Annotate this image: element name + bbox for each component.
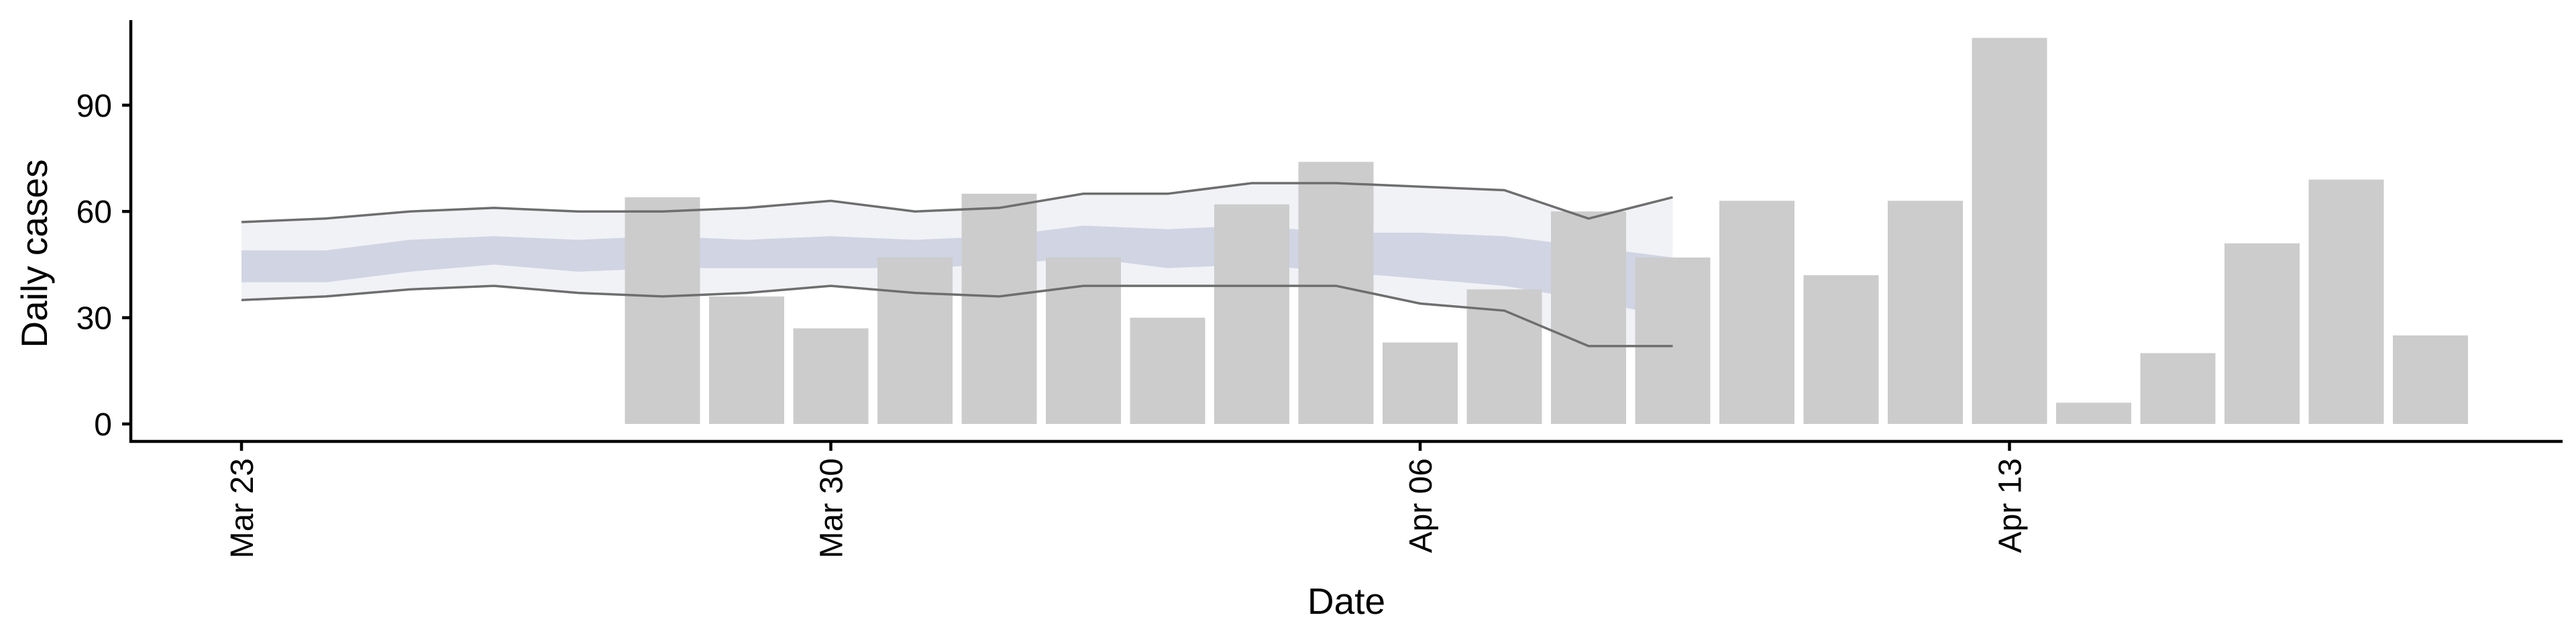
y-tick-label: 0 (94, 407, 112, 443)
case-bar (1972, 38, 2047, 425)
y-tick-label: 30 (76, 301, 112, 337)
case-bar (793, 328, 869, 424)
case-bar (1214, 204, 1289, 424)
case-bar (709, 296, 784, 424)
axes (129, 20, 2563, 443)
case-bar (1719, 201, 1794, 424)
y-tick-label: 90 (76, 89, 112, 124)
x-tick-label: Apr 06 (1403, 458, 1439, 553)
case-bar (1298, 162, 1374, 424)
estimate-bands (241, 182, 1673, 346)
case-bar (1130, 317, 1205, 424)
case-bar (1888, 201, 1963, 424)
y-tick-label: 60 (76, 195, 112, 230)
case-bars (625, 38, 2468, 425)
case-bar (1046, 257, 1121, 424)
x-axis-title: Date (1307, 580, 1385, 622)
upper-bound-line (241, 182, 1673, 223)
x-axis-ticks: Mar 23 Mar 30 Apr 06 Apr 13 (225, 441, 2029, 558)
case-bar (625, 197, 700, 424)
case-bar (961, 193, 1037, 424)
case-bar (2308, 179, 2384, 424)
case-bar (2140, 353, 2216, 424)
case-bar (1635, 257, 1711, 424)
case-bar (2393, 335, 2468, 424)
case-bar (1383, 342, 1458, 424)
case-bar (2056, 402, 2131, 424)
lower-bound-line (241, 284, 1673, 347)
case-bar (2224, 243, 2300, 424)
y-axis-title: Daily cases (13, 159, 55, 347)
x-tick-label: Mar 30 (814, 458, 850, 558)
case-bar (877, 257, 953, 424)
estimate-edge-lines (241, 182, 1673, 347)
case-bar (1803, 275, 1879, 424)
x-tick-label: Apr 13 (1993, 458, 2029, 553)
y-axis-ticks: 0 30 60 90 (76, 89, 131, 443)
x-tick-label: Mar 23 (225, 458, 260, 558)
case-bar (1551, 211, 1626, 424)
